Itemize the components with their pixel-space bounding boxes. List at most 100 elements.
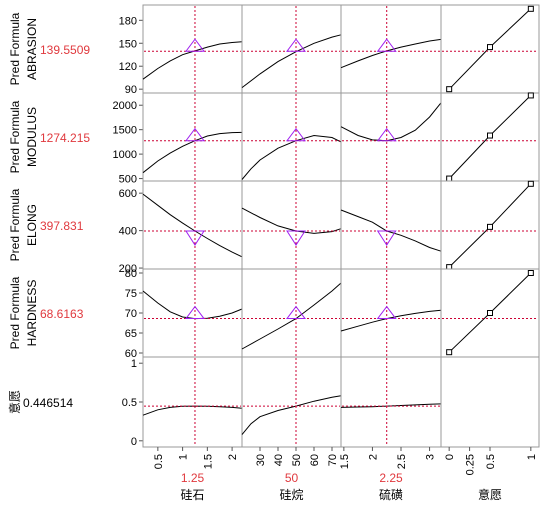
y-tick-label: 1500 [113,125,137,137]
x-tick-label: 40 [273,454,285,466]
desirability-marker [487,223,493,230]
desirability-marker [527,270,534,276]
panel-frame [340,92,442,182]
sensitivity-triangle [376,230,397,246]
current-value-0: 139.5509 [40,43,90,57]
y-tick-label: 80 [125,268,137,280]
factor-current-value: 2.25 [379,471,403,485]
panel-frame [340,356,442,448]
profile-panels: 9012015018050010001500200020040060060657… [113,4,540,448]
desirability-marker [527,92,534,99]
row-label-line2: ABRASION [25,18,39,80]
desirability-marker [527,5,534,12]
y-axis-3: 60 65 70 75 80 [125,268,143,360]
y-tick-label: 65 [125,328,137,340]
x-axis-2: 1.5 2 2.5 3 2.25 硫磺 [339,447,437,502]
desirability-marker [527,180,534,187]
profile-curve [340,403,442,408]
y-axis-0: 90 120 150 180 [119,15,143,96]
profile-curve [340,309,442,332]
factor-name: 意愿 [478,487,502,502]
x-tick-label: 1.5 [202,454,214,469]
sensitivity-triangle [376,305,397,320]
row-label-0: Pred Formula ABRASION [8,12,39,85]
y-axis-1: 500 1000 1500 2000 [113,100,143,186]
y-tick-label: 120 [119,61,137,73]
y-axis-2: 200 400 600 [119,188,143,275]
x-tick-label: 50 [291,454,303,466]
panel-frame [142,268,243,358]
x-tick-label: 1 [178,454,190,460]
y-tick-label: 0 [131,436,137,448]
y-tick-label: 600 [119,188,137,200]
x-tick-label: 0.5 [153,454,165,469]
row-label-line2: ELONG [25,204,39,246]
sensitivity-triangle [185,230,205,246]
sensitivity-triangle [376,38,397,52]
x-tick-label: 60 [309,454,321,466]
panel-3-2 [340,268,442,358]
factor-name: 硅烷 [279,488,303,502]
panel-frame [241,4,342,94]
desirability-marker [487,310,493,316]
current-value-4: 0.446514 [23,396,73,410]
panel-frame [241,180,342,270]
x-tick-label: 2 [227,454,239,460]
profile-curve [340,102,442,142]
panel-1-2 [340,92,442,182]
x-tick-label: 0.5 [485,454,497,469]
x-tick-label: 30 [255,454,267,466]
row-label-line1: 意愿 [7,390,22,414]
sensitivity-triangle [286,230,306,246]
panel-frame [142,356,243,448]
y-tick-label: 200 [119,263,137,275]
desirability-marker [446,175,453,182]
panel-4-2 [340,356,442,448]
x-tick-label: 1.5 [339,454,351,469]
panel-frame [142,92,243,182]
x-axis-0: 0.5 1 1.5 2 1.25 硅石 [153,447,239,502]
factor-current-value: 1.25 [181,471,205,485]
y-tick-label: 180 [119,15,137,27]
desirability-marker [487,132,493,139]
sensitivity-triangle [286,38,306,52]
row-label-1: Pred Formula MODULUS [8,100,39,173]
y-tick-label: 2000 [113,100,137,112]
row-label-line2: HARDNESS [25,280,39,347]
panel-3-1 [241,268,342,358]
panel-2-1 [241,180,342,270]
panel-2-0 [142,180,243,270]
desirability-marker [487,44,493,51]
sensitivity-triangle [184,305,205,320]
y-tick-label: 75 [125,288,137,300]
x-tick-label: 2 [367,454,379,460]
x-tick-label: 2.5 [396,454,408,469]
y-tick-label: 400 [119,226,137,238]
profile-curve [241,134,342,180]
panel-2-3 [440,180,540,271]
row-label-line1: Pred Formula [8,12,22,85]
panel-frame [241,356,342,448]
panel-0-2 [340,4,442,94]
panel-1-0 [142,92,243,182]
y-tick-label: 90 [125,84,137,96]
row-label-line1: Pred Formula [8,188,22,261]
panel-frame [440,356,540,448]
x-axis-3: 0 0.25 0.5 1 意愿 [444,447,538,502]
current-value-2: 397.831 [40,219,84,233]
panel-4-0 [142,356,243,448]
x-tick-label: 70 [327,454,339,466]
panel-3-3 [440,268,540,358]
panel-2-2 [340,180,442,270]
panel-frame [340,180,442,270]
y-tick-label: 150 [119,38,137,50]
factor-name: 硫磺 [379,487,403,502]
sensitivity-triangle [184,38,205,52]
desirability-marker [446,349,453,356]
factor-current-value: 50 [285,471,299,485]
current-value-1: 1274.215 [40,131,90,145]
panel-0-0 [142,4,243,94]
panel-frame [142,180,243,270]
